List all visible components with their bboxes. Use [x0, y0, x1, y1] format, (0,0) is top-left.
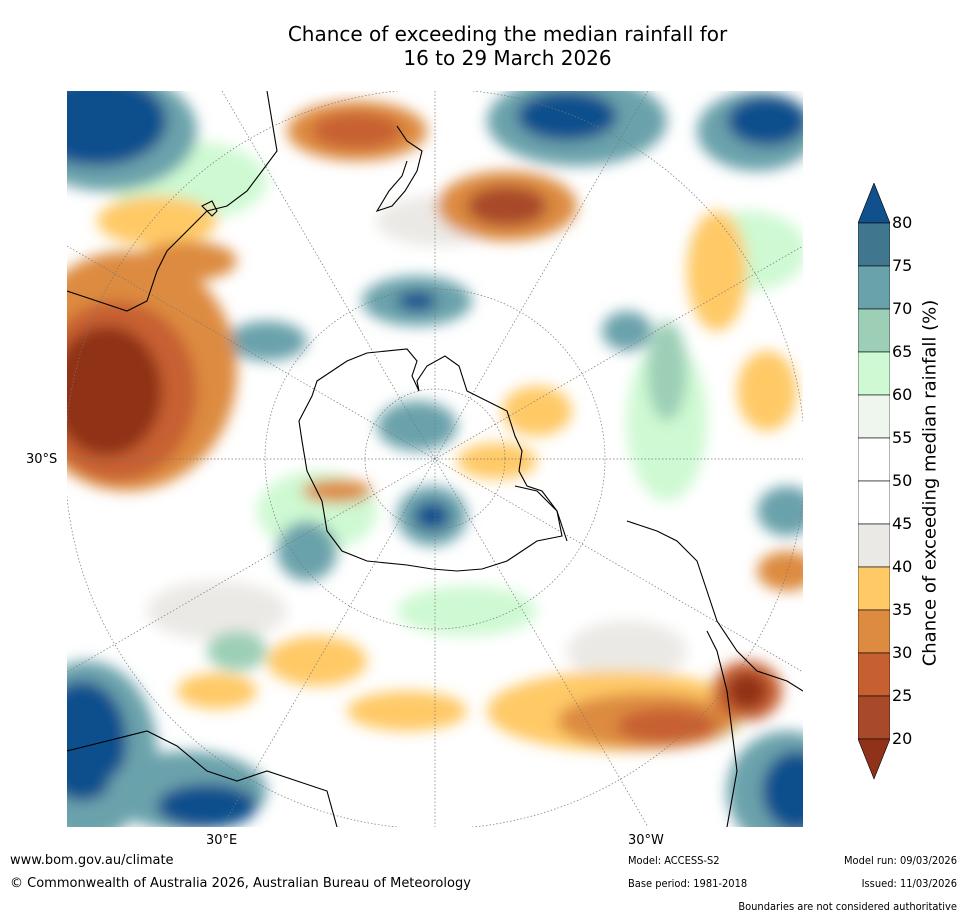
footer-website: www.bom.gov.au/climate: [10, 853, 174, 868]
africa-outline: [67, 91, 278, 312]
colorbar-bin: [858, 566, 890, 611]
colorbar-tick-label: 35: [892, 600, 913, 619]
colorbar-bin: [858, 351, 890, 396]
coastlines: [67, 91, 803, 827]
colorbar-tick-label: 70: [892, 299, 913, 318]
footer-base-period: Base period: 1981-2018: [628, 877, 748, 890]
colorbar-bin: [858, 222, 890, 267]
australia-outline: [67, 730, 338, 827]
colorbar-tick-label: 20: [892, 729, 913, 748]
antarctic-peninsula-outline: [514, 485, 568, 542]
colorbar-extend-high: [858, 183, 890, 224]
colorbar-bin: [858, 695, 890, 740]
south-america-outline-2: [706, 630, 738, 827]
colorbar: [858, 183, 890, 780]
colorbar-tick-label: 40: [892, 557, 913, 576]
probability-field: [67, 91, 803, 827]
colorbar-bin: [858, 308, 890, 353]
colorbar-bin: [858, 437, 890, 482]
antarctica-outline: [298, 348, 563, 572]
colorbar-tick-label: 25: [892, 686, 913, 705]
colorbar-bin: [858, 394, 890, 439]
colorbar-bin: [858, 609, 890, 654]
colorbar-tick-label: 80: [892, 213, 913, 232]
colorbar-bin: [858, 523, 890, 568]
lon-label-30w: 30°W: [628, 833, 664, 848]
colorbar-tick-label: 60: [892, 385, 913, 404]
colorbar-title: Chance of exceeding median rainfall (%): [919, 299, 941, 667]
colorbar-tick-label: 50: [892, 471, 913, 490]
colorbar-tick-label: 45: [892, 514, 913, 533]
map-title-line2: 16 to 29 March 2026: [403, 46, 612, 70]
madagascar-outline: [201, 200, 218, 217]
lon-label-30e: 30°E: [206, 833, 238, 848]
colorbar-bin: [858, 265, 890, 310]
colorbar-bin: [858, 652, 890, 697]
graticule: [67, 91, 803, 827]
south-america-outline: [626, 520, 803, 692]
colorbar-extend-low: [858, 738, 890, 780]
map-title-line1: Chance of exceeding the median rainfall …: [287, 22, 728, 46]
footer-model: Model: ACCESS-S2: [628, 854, 720, 867]
colorbar-bin: [858, 480, 890, 525]
footer-disclaimer: Boundaries are not considered authoritat…: [738, 900, 957, 913]
colorbar-tick-label: 65: [892, 342, 913, 361]
rainfall-probability-map: [67, 91, 803, 827]
colorbar-tick-label: 30: [892, 643, 913, 662]
colorbar-tick-label: 75: [892, 256, 913, 275]
colorbar-tick-label: 55: [892, 428, 913, 447]
footer-issued: Issued: 11/03/2026: [861, 877, 957, 890]
colorbar-segments: [858, 183, 890, 780]
footer-model-run: Model run: 09/03/2026: [844, 854, 957, 867]
footer-copyright: © Commonwealth of Australia 2026, Austra…: [10, 876, 471, 891]
new-zealand-outline: [375, 125, 423, 212]
lat-label-30s: 30°S: [26, 452, 58, 467]
